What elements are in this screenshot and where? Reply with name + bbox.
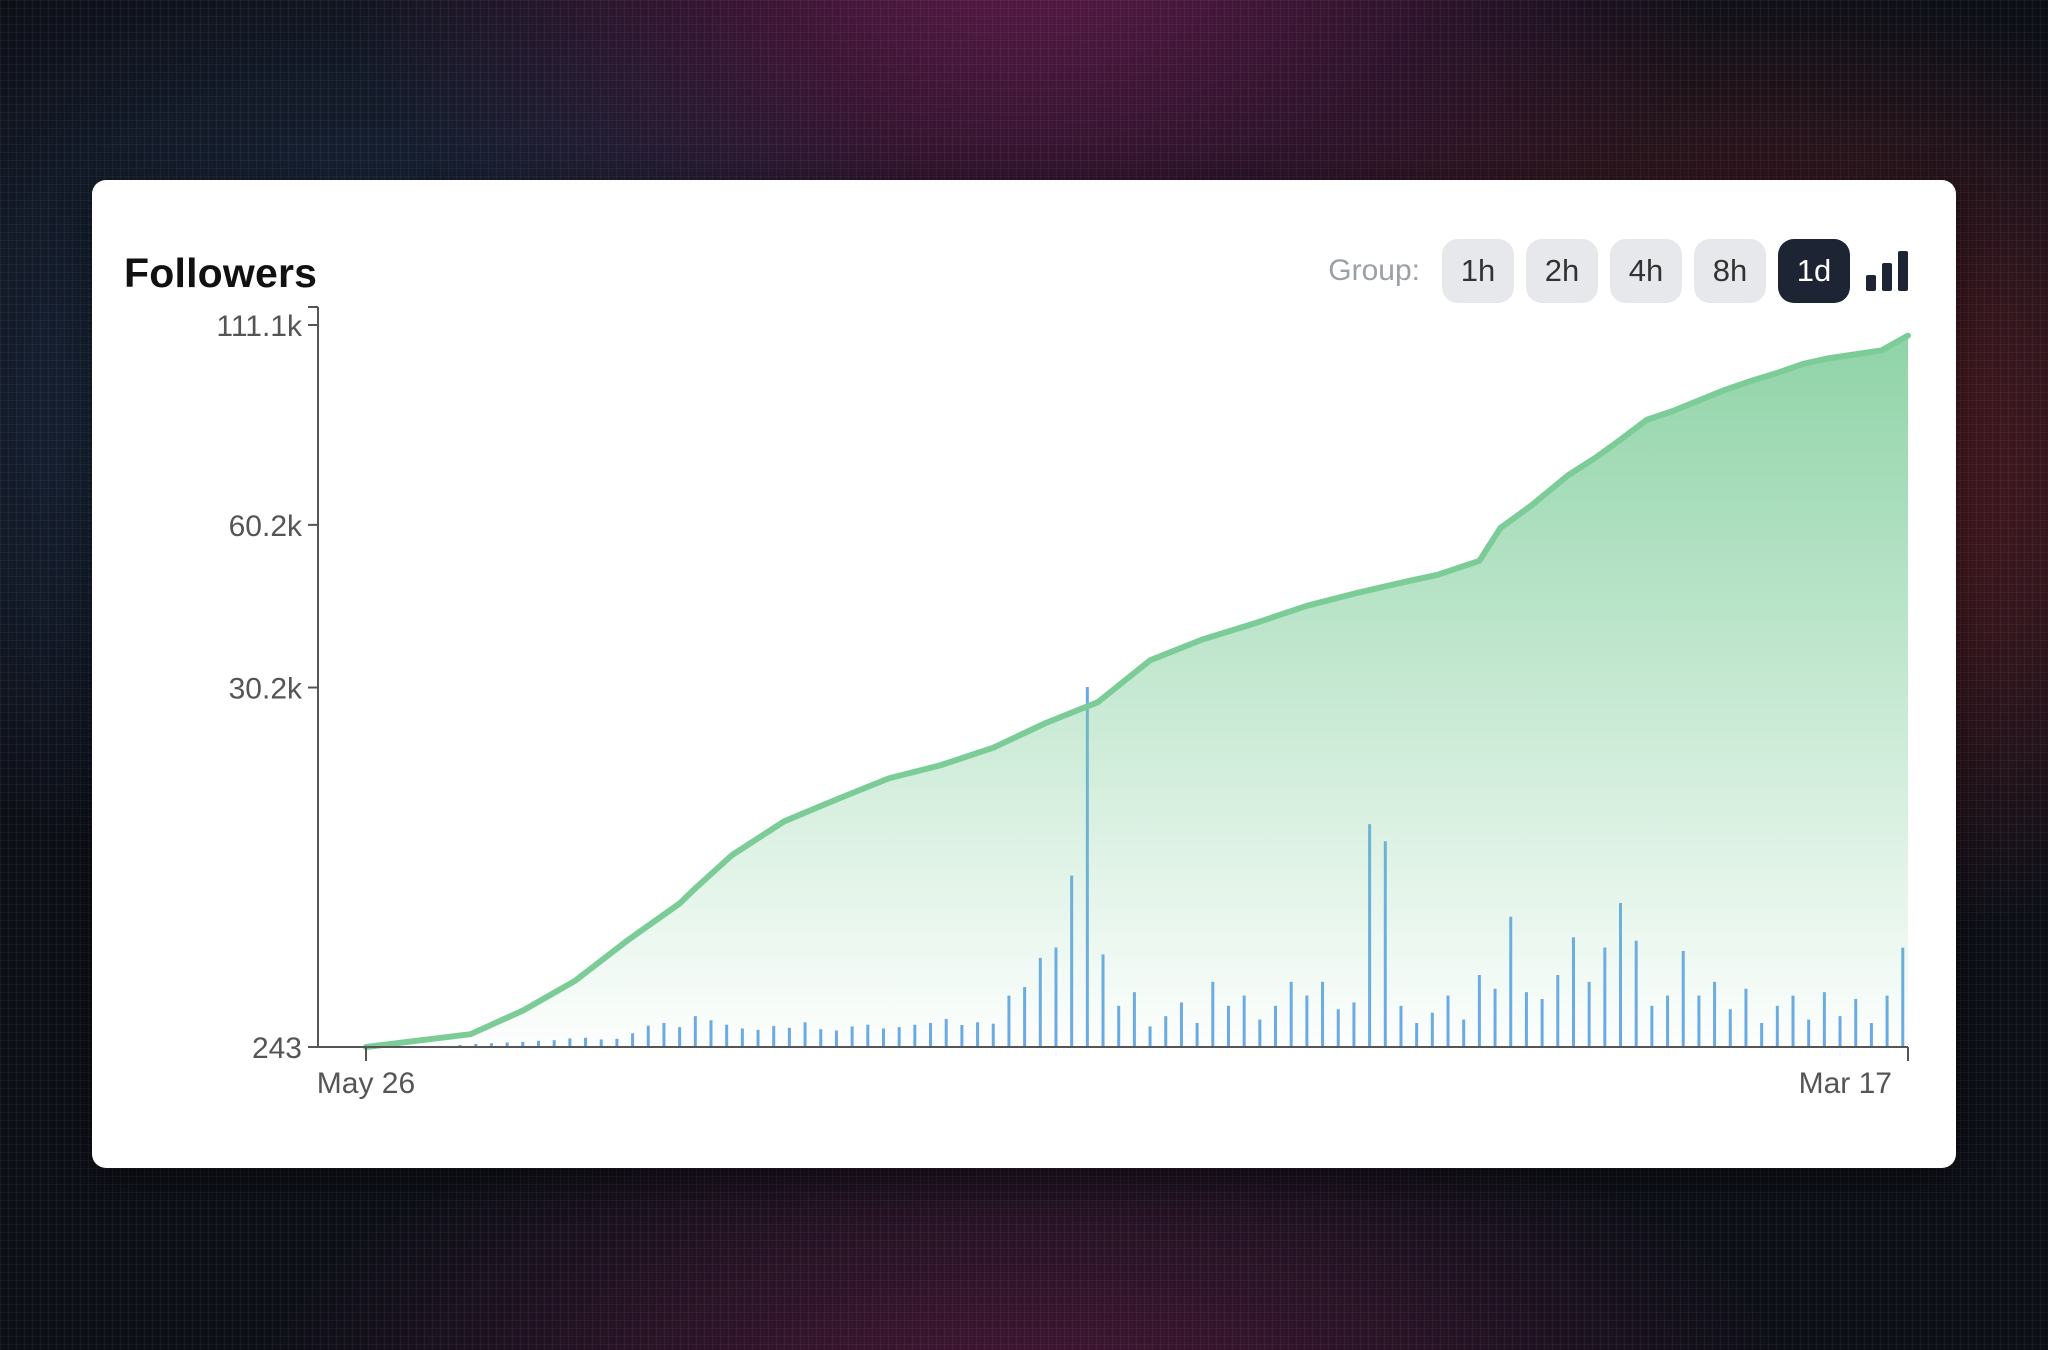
followers-chart: 243 30.2k 60.2k 111.1k May 26 Mar 17 [216,306,1911,1100]
x-ticks: May 26 Mar 17 [317,1047,1909,1100]
followers-line [363,332,1911,1050]
group-2h-button[interactable]: 2h [1526,239,1598,303]
bar-chart-icon[interactable] [1866,251,1910,291]
group-controls: Group: 1h 2h 4h 8h 1d [1328,239,1910,303]
y-tick-label: 30.2k [229,673,303,706]
x-tick-label: Mar 17 [1799,1067,1892,1100]
y-tick-label: 60.2k [229,510,303,543]
group-label: Group: [1328,254,1420,287]
y-ticks: 243 30.2k 60.2k 111.1k [216,306,318,1065]
followers-area [366,335,1908,1048]
group-1d-button[interactable]: 1d [1778,239,1850,303]
followers-card: Followers Group: 1h 2h 4h 8h 1d 243 30.2k… [92,180,1956,1168]
group-1h-button[interactable]: 1h [1442,239,1514,303]
y-tick-label: 243 [252,1032,302,1065]
chart-title: Followers [124,250,318,296]
group-4h-button[interactable]: 4h [1610,239,1682,303]
group-8h-button[interactable]: 8h [1694,239,1766,303]
y-tick-label: 111.1k [216,310,303,343]
x-tick-label: May 26 [317,1067,415,1100]
